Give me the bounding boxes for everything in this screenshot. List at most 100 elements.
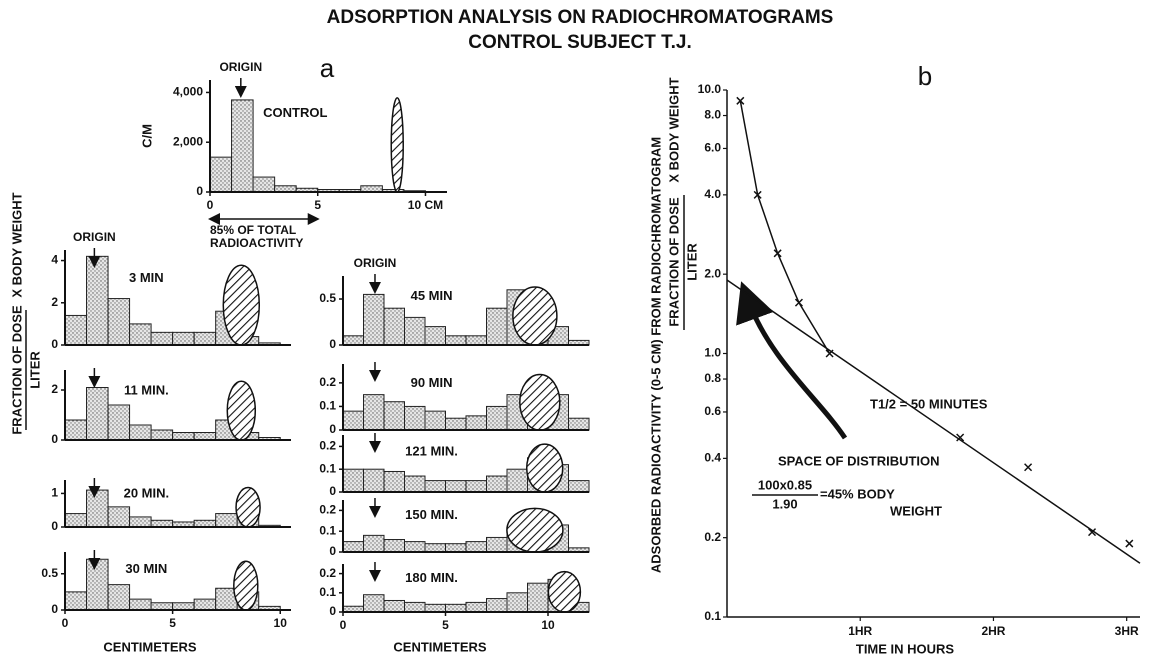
bar bbox=[424, 480, 446, 493]
panel-label: CONTROL bbox=[263, 105, 327, 120]
panel-label: 45 MIN bbox=[411, 288, 453, 303]
y-tick-label: 0 bbox=[329, 337, 336, 351]
annotation: =45% BODY bbox=[820, 486, 895, 501]
y-tick-label: 0 bbox=[329, 422, 336, 436]
bar bbox=[465, 601, 487, 613]
y-label: X BODY WEIGHT bbox=[9, 192, 24, 297]
y-tick-label: 0.1 bbox=[704, 609, 721, 623]
bar bbox=[506, 592, 528, 613]
bar bbox=[64, 513, 88, 528]
bar bbox=[107, 506, 131, 528]
y-tick-label: 0 bbox=[329, 544, 336, 558]
bar bbox=[465, 415, 487, 431]
y-tick-label: 0 bbox=[51, 602, 58, 616]
bar bbox=[64, 314, 88, 346]
y-tick-label: 0 bbox=[51, 432, 58, 446]
bar bbox=[424, 543, 446, 553]
x-label: CENTIMETERS bbox=[103, 639, 197, 654]
bar bbox=[445, 417, 467, 431]
bar bbox=[486, 307, 508, 346]
bar bbox=[383, 307, 405, 346]
hatched-peak bbox=[525, 443, 564, 493]
y-tick-label: 0.2 bbox=[704, 530, 721, 544]
y-tick-label: 0.2 bbox=[319, 375, 336, 389]
bar bbox=[404, 541, 426, 553]
y-tick-label: 0.4 bbox=[704, 451, 721, 465]
bar bbox=[486, 405, 508, 431]
bar bbox=[342, 335, 364, 346]
bar bbox=[193, 598, 217, 611]
bar bbox=[445, 543, 467, 553]
bar bbox=[568, 417, 590, 431]
y-tick-label: 0.2 bbox=[319, 566, 336, 580]
y-tick-label: 0 bbox=[51, 519, 58, 533]
panel-label: 30 MIN bbox=[125, 561, 167, 576]
bar bbox=[445, 480, 467, 493]
bar bbox=[86, 255, 109, 346]
panel-label: 3 MIN bbox=[129, 270, 164, 285]
hatched-peak bbox=[233, 560, 259, 611]
bar bbox=[568, 480, 590, 493]
bar bbox=[172, 602, 195, 611]
y-label: X BODY WEIGHT bbox=[666, 77, 681, 182]
y-tick-label: 4,000 bbox=[173, 85, 203, 99]
y-tick-label: 0.2 bbox=[319, 503, 336, 517]
y-tick-label: 4.0 bbox=[704, 187, 721, 201]
bar bbox=[172, 432, 195, 441]
y-tick-label: 6.0 bbox=[704, 141, 721, 155]
x-tick-label: 10 CM bbox=[408, 198, 443, 212]
bar bbox=[150, 331, 174, 346]
y-tick-label: 10.0 bbox=[698, 82, 722, 96]
y-tick-label: 2 bbox=[51, 295, 58, 309]
note: RADIOACTIVITY bbox=[210, 236, 303, 250]
bar bbox=[342, 541, 364, 553]
x-tick-label: 0 bbox=[62, 616, 69, 630]
point bbox=[1088, 528, 1097, 537]
bar bbox=[506, 468, 528, 493]
bar bbox=[363, 293, 385, 346]
bar bbox=[465, 335, 487, 346]
bar bbox=[363, 534, 385, 553]
bar bbox=[404, 316, 426, 346]
x-label: CENTIMETERS bbox=[393, 639, 487, 654]
y-tick-label: 2,000 bbox=[173, 134, 203, 148]
bar bbox=[404, 475, 426, 493]
y-tick-label: 4 bbox=[51, 253, 58, 267]
bar bbox=[404, 405, 426, 431]
y-label: ADSORBED RADIOACTIVITY (0-5 CM) FROM RAD… bbox=[648, 137, 663, 573]
bar bbox=[383, 470, 405, 493]
title: CONTROL SUBJECT T.J. bbox=[468, 32, 691, 53]
x-tick-label: 0 bbox=[207, 198, 214, 212]
y-label: LITER bbox=[27, 351, 42, 389]
bar bbox=[527, 582, 549, 613]
bar bbox=[129, 424, 152, 441]
origin-label: ORIGIN bbox=[354, 256, 397, 270]
panel-label: 150 MIN. bbox=[405, 507, 458, 522]
annotation: SPACE OF DISTRIBUTION bbox=[778, 453, 940, 468]
x-label: TIME IN HOURS bbox=[856, 641, 955, 656]
bar bbox=[86, 558, 109, 611]
bar bbox=[107, 298, 131, 346]
x-tick-label: 10 bbox=[274, 616, 288, 630]
hatched-peak bbox=[506, 507, 564, 553]
y-tick-label: 0 bbox=[329, 604, 336, 618]
y-label: FRACTION OF DOSE bbox=[666, 197, 681, 327]
bar bbox=[342, 410, 364, 431]
bar bbox=[486, 598, 508, 613]
x-tick-label: 1HR bbox=[848, 624, 872, 638]
y-label: LITER bbox=[684, 243, 699, 281]
bar bbox=[383, 599, 405, 613]
x-tick-label: 5 bbox=[442, 618, 449, 632]
bar bbox=[465, 480, 487, 493]
bar bbox=[150, 429, 174, 441]
y-tick-label: 8.0 bbox=[704, 108, 721, 122]
bar bbox=[129, 598, 152, 611]
panel-label: b bbox=[918, 61, 932, 91]
bar bbox=[86, 387, 109, 441]
y-tick-label: 0.1 bbox=[319, 585, 336, 599]
y-tick-label: 0 bbox=[329, 484, 336, 498]
hatched-peak bbox=[547, 570, 582, 613]
bar bbox=[107, 584, 131, 611]
